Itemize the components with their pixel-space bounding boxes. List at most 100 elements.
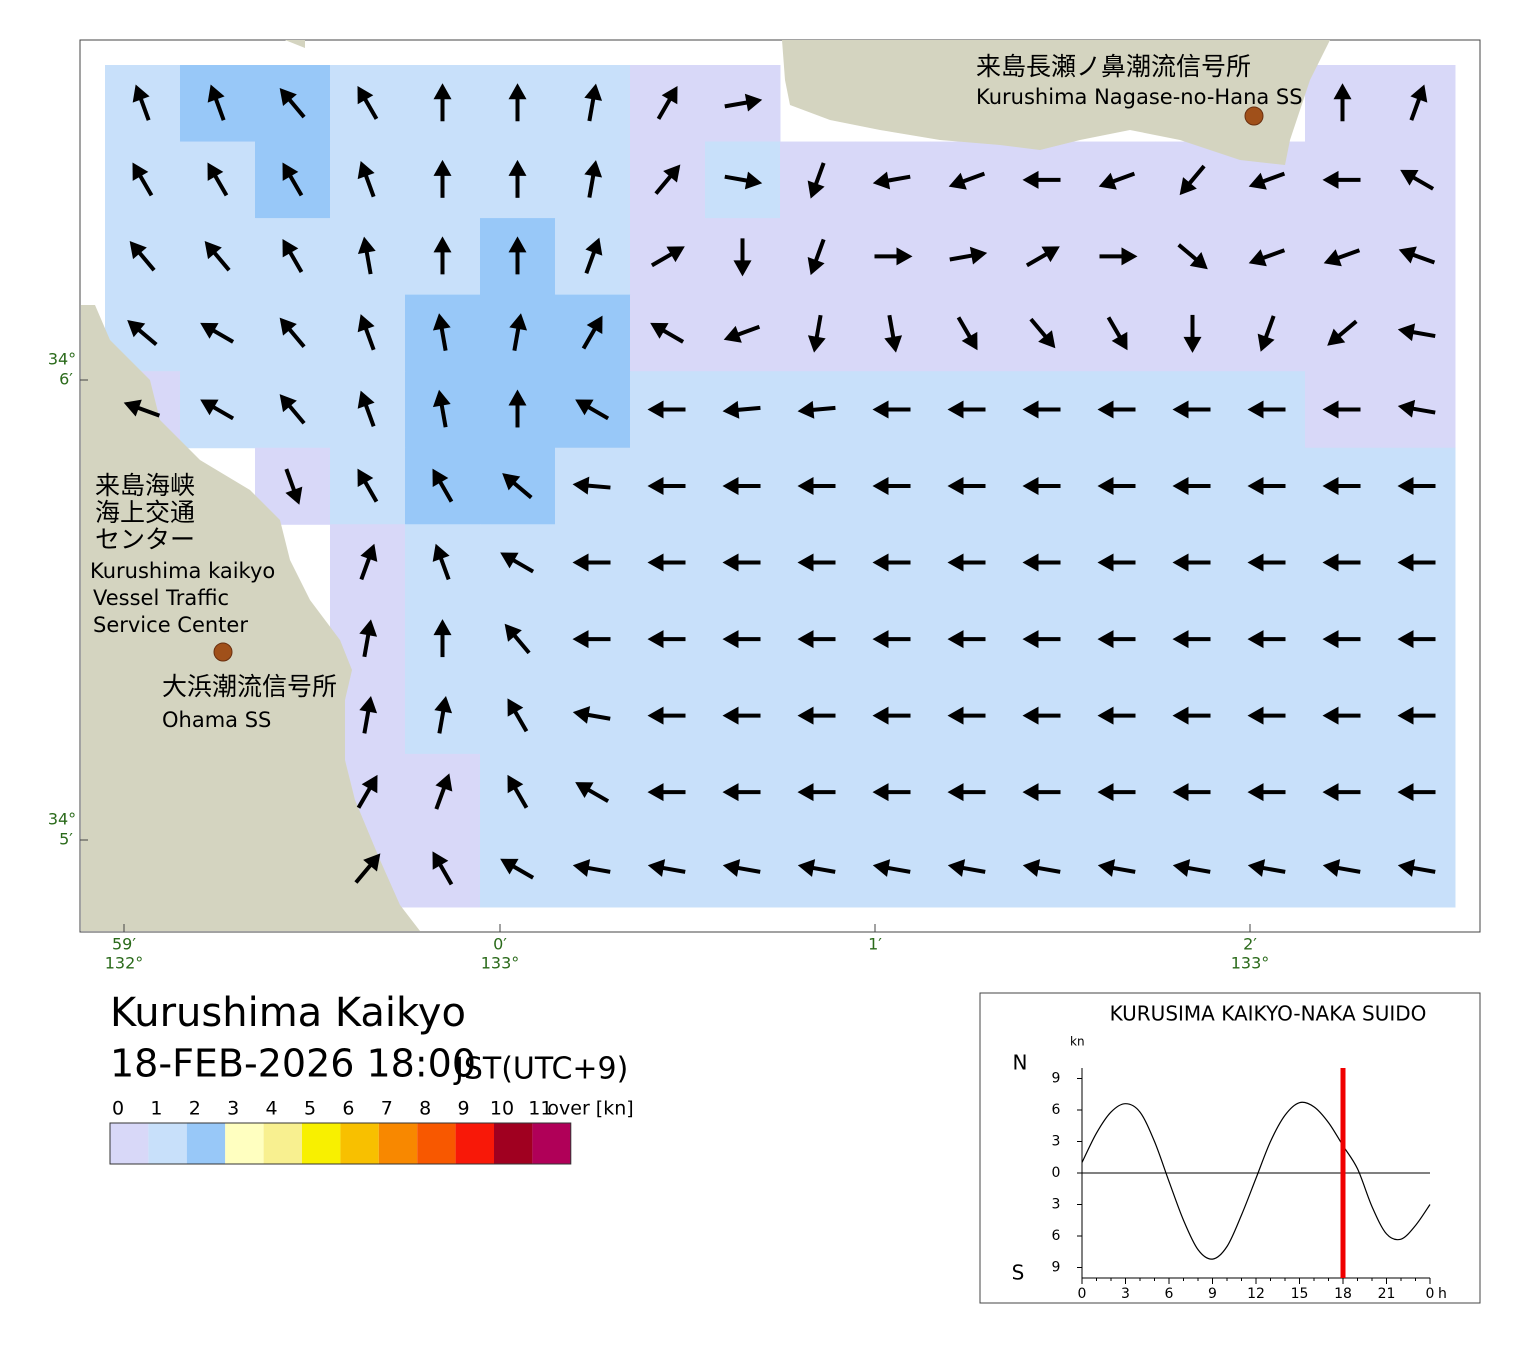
- colorbar-label: 10: [490, 1098, 514, 1120]
- arrow-head: [1183, 336, 1202, 353]
- tide-chart: KURUSIMA KAIKYO-NAKA SUIDO kn N S 9 6 3 0 3 6 9 0 3 6…: [1012, 1002, 1447, 1303]
- colorbar-label: 1: [150, 1098, 162, 1120]
- arrow-head: [508, 236, 527, 253]
- current-arrow: [432, 543, 451, 581]
- arrow-head: [947, 630, 964, 649]
- arrow-shaft: [212, 173, 229, 197]
- arrow-head: [872, 400, 889, 419]
- arrow-head: [1097, 783, 1114, 802]
- arrow-head: [1022, 477, 1039, 495]
- current-arrow: [357, 314, 376, 351]
- colorbar-label: 4: [266, 1098, 278, 1120]
- arrow-shaft: [136, 327, 158, 347]
- place-name-en: Vessel Traffic: [93, 586, 229, 610]
- arrow-head: [666, 246, 685, 263]
- arrow-head: [722, 859, 741, 877]
- arrow-shaft: [949, 253, 974, 262]
- current-arrow: [1333, 83, 1352, 122]
- arrow-shaft: [1336, 865, 1361, 874]
- arrow-head: [363, 853, 381, 872]
- colorbar-frame: [109, 1122, 572, 1165]
- current-arrow: [354, 853, 381, 884]
- arrow-shaft: [287, 97, 306, 119]
- arrow-shaft: [586, 865, 611, 874]
- current-arrow: [723, 324, 761, 343]
- current-arrow: [1397, 706, 1436, 725]
- arrow-shaft: [586, 404, 610, 421]
- current-arrow: [132, 162, 154, 197]
- arrow-head: [586, 315, 603, 334]
- colorbar-swatch: [340, 1123, 379, 1164]
- y-tick-label: 3: [1052, 1197, 1061, 1213]
- lon-min: 2′: [1243, 935, 1257, 954]
- arrow-head: [947, 783, 964, 802]
- arrow-shaft: [887, 314, 896, 340]
- current-arrow: [282, 162, 304, 197]
- colorbar-label: 6: [342, 1098, 354, 1120]
- arrow-head: [1397, 399, 1416, 418]
- arrow-head: [797, 630, 814, 649]
- arrow-head: [129, 241, 147, 260]
- land-west: [81, 305, 420, 931]
- arrow-head: [722, 783, 739, 802]
- arrow-head: [432, 543, 450, 562]
- current-arrow: [584, 160, 603, 198]
- current-arrow: [1398, 246, 1436, 265]
- current-arrow: [1397, 399, 1436, 418]
- arrow-head: [1333, 83, 1352, 100]
- arrow-shaft: [438, 556, 451, 581]
- arrow-head: [127, 320, 146, 338]
- current-arrow: [1247, 859, 1286, 877]
- current-arrow: [127, 320, 158, 347]
- arrow-head: [947, 553, 964, 572]
- current-arrow: [575, 782, 610, 803]
- place-name-en: Ohama SS: [162, 708, 271, 732]
- arrow-head: [797, 553, 814, 572]
- current-arrow: [797, 630, 836, 649]
- current-arrow: [1397, 783, 1436, 802]
- current-arrow: [508, 236, 527, 275]
- arrow-head: [572, 859, 591, 877]
- current-arrow: [1106, 316, 1128, 351]
- arrow-head: [872, 553, 889, 572]
- arrow-head: [1397, 859, 1416, 877]
- current-arrow: [1247, 477, 1286, 495]
- current-arrow: [872, 400, 911, 419]
- land-north: [782, 40, 1330, 165]
- arrow-head: [797, 706, 814, 725]
- arrow-shaft: [1029, 317, 1048, 339]
- arrow-head: [797, 400, 815, 419]
- current-arrow: [1247, 706, 1286, 725]
- arrow-head: [1257, 333, 1275, 352]
- arrow-head: [1041, 246, 1060, 263]
- current-arrow: [279, 394, 306, 425]
- arrow-head: [1397, 323, 1416, 342]
- current-arrow: [1172, 706, 1211, 725]
- current-arrow: [872, 783, 911, 802]
- current-arrow: [647, 630, 686, 649]
- arrow-shaft: [1036, 865, 1061, 874]
- arrow-shaft: [434, 785, 447, 810]
- arrow-shaft: [287, 173, 304, 197]
- arrow-head: [1398, 246, 1417, 264]
- arrow-head: [1172, 783, 1189, 802]
- arrow-shaft: [736, 405, 761, 412]
- arrow-shaft: [136, 405, 161, 418]
- place-name-ja: 来島長瀬ノ鼻潮流信号所: [976, 52, 1251, 81]
- arrow-shaft: [1111, 171, 1136, 184]
- current-arrow: [1097, 783, 1136, 802]
- land-islet: [285, 40, 305, 48]
- arrow-shaft: [736, 324, 761, 337]
- current-arrow: [207, 84, 226, 121]
- arrow-head: [807, 335, 826, 353]
- arrow-head: [282, 162, 299, 181]
- arrow-head: [435, 773, 453, 792]
- current-arrow: [504, 623, 531, 655]
- arrow-shaft: [138, 96, 151, 121]
- current-arrow: [647, 706, 686, 725]
- current-arrow: [1022, 400, 1061, 419]
- arrow-head: [722, 400, 740, 419]
- arrow-head: [1397, 630, 1414, 649]
- arrow-head: [1247, 630, 1264, 649]
- arrow-head: [1097, 400, 1114, 419]
